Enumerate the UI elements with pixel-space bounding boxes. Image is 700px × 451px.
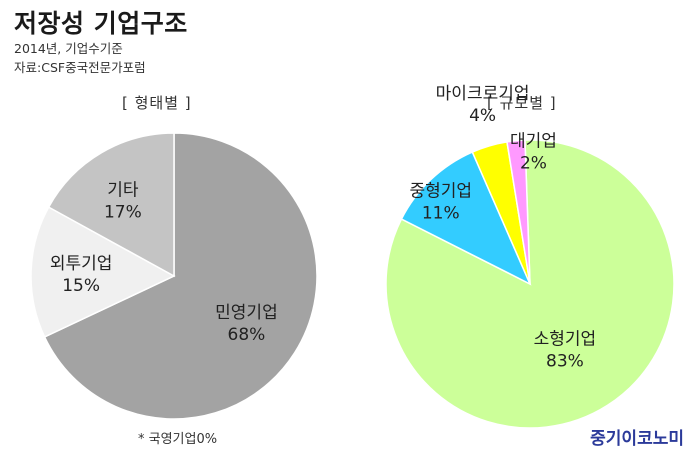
slice-value-label: 15%	[62, 276, 100, 296]
slice-label: 중형기업	[409, 182, 472, 202]
pie-title-type: [ 형태별 ]	[122, 94, 192, 112]
footnote: * 국영기업0%	[138, 432, 218, 447]
slice-value-label: 68%	[228, 325, 266, 345]
chart-title: 저장성 기업구조	[14, 9, 188, 38]
pie-slice	[30, 206, 176, 338]
pie-slice	[506, 139, 531, 285]
slice-value-label: 11%	[422, 204, 460, 224]
slice-label: 소형기업	[534, 330, 597, 350]
slice-label: 기타	[107, 181, 139, 201]
slice-label: 마이크로기업	[436, 84, 530, 104]
chart-subtitle-source: 자료:CSF중국전문가포럼	[14, 60, 146, 75]
chart-subtitle-basis: 2014년, 기업수기준	[14, 41, 123, 56]
brand-logo: 중기이코노미	[590, 429, 684, 449]
pie-slice	[43, 132, 318, 420]
slice-label: 외투기업	[50, 254, 113, 274]
slice-label: 대기업	[510, 132, 557, 152]
slice-value-label: 83%	[546, 352, 584, 372]
slice-label: 민영기업	[215, 303, 278, 323]
slice-value-label: 2%	[520, 154, 547, 174]
slice-value-label: 17%	[104, 203, 142, 223]
pie-slice	[47, 132, 175, 278]
slice-value-label: 4%	[469, 106, 496, 126]
pie-title-size: [ 규모별 ]	[487, 94, 557, 112]
pie-slice	[400, 151, 532, 286]
